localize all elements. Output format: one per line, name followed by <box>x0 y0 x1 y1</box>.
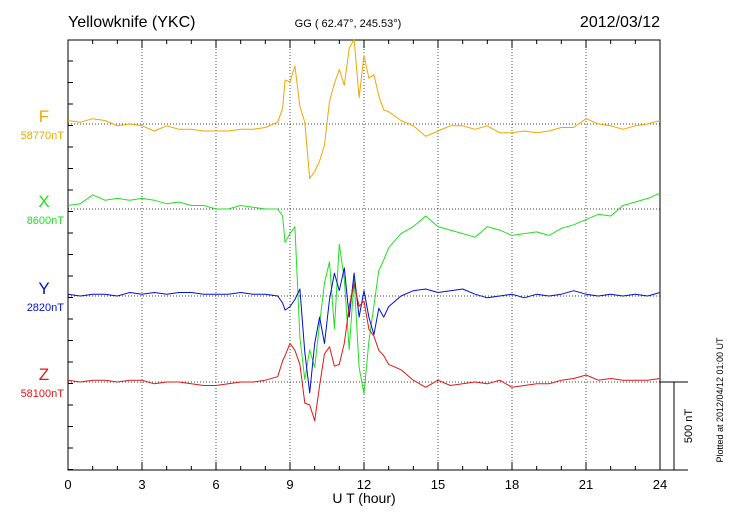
series-line-x <box>67 192 661 395</box>
series-name-x: X <box>38 192 49 211</box>
x-tick-label: 15 <box>431 477 445 492</box>
series-baseline-x: 8600nT <box>27 215 65 227</box>
x-tick-label: 3 <box>138 477 145 492</box>
station-title: Yellowknife (YKC) <box>68 14 195 31</box>
series-name-y: Y <box>38 279 49 298</box>
series-lines <box>67 39 661 422</box>
station-coords: GG ( 62.47°, 245.53°) <box>295 18 402 30</box>
x-tick-label: 18 <box>505 477 519 492</box>
series-line-z <box>67 282 661 422</box>
x-axis-label: U T (hour) <box>332 490 395 506</box>
x-tick-label: 12 <box>357 477 371 492</box>
series-name-f: F <box>39 107 49 126</box>
series-line-y <box>67 267 661 394</box>
x-tick-label: 21 <box>579 477 593 492</box>
series-baseline-f: 58770nT <box>21 130 65 142</box>
x-tick-label: 6 <box>212 477 219 492</box>
series-name-z: Z <box>39 365 49 384</box>
x-tick-label: 24 <box>653 477 667 492</box>
grid-lines <box>141 40 587 470</box>
scale-bar-label: 500 nT <box>683 409 695 444</box>
plotted-note: Plotted at 2012/04/12 01:00 UT <box>715 337 725 463</box>
series-line-f <box>67 39 661 180</box>
x-ticks: 0 3 6 9 12 15 18 21 24 <box>64 40 667 492</box>
series-labels: F 58770nT X 8600nT Y 2820nT Z 58100nT <box>21 107 65 400</box>
scale-bar: 500 nT <box>660 381 695 471</box>
series-baseline-y: 2820nT <box>27 302 65 314</box>
chart-date: 2012/03/12 <box>580 14 660 31</box>
plot-frame <box>67 39 661 471</box>
x-tick-label: 9 <box>286 477 293 492</box>
x-tick-label: 0 <box>64 477 71 492</box>
series-baseline-z: 58100nT <box>21 388 65 400</box>
